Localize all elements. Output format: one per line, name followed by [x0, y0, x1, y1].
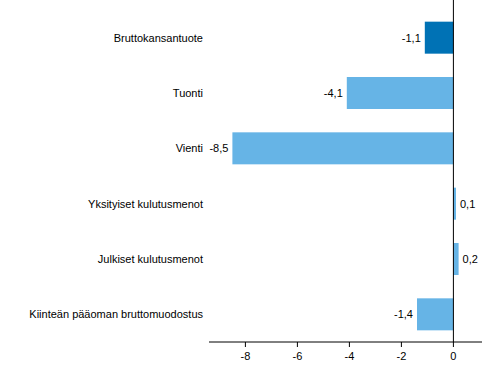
category-label: Vienti [176, 142, 203, 154]
x-tick-label: 0 [450, 350, 456, 362]
chart: -8 -6 -4 -2 0 Bruttokansantuote -1,1 Tuonti -4,1… [0, 0, 491, 378]
category-label: Julkiset kulutusmenot [98, 253, 203, 265]
category-label: Tuonti [173, 87, 203, 99]
category-label: Yksityiset kulutusmenot [88, 198, 203, 210]
data-label: -1,1 [402, 32, 421, 44]
data-label: -8,5 [209, 142, 228, 154]
category-label: Bruttokansantuote [114, 32, 203, 44]
x-tick-label: -6 [293, 350, 303, 362]
data-label: 0,2 [463, 253, 478, 265]
category-label: Kiinteän pääoman bruttomuodostus [29, 308, 203, 320]
x-tick-label: -2 [397, 350, 407, 362]
x-tick-label: -4 [345, 350, 355, 362]
x-tick [245, 342, 246, 347]
x-tick [349, 342, 350, 347]
x-tick [453, 342, 454, 347]
bar [425, 22, 454, 54]
data-label: -1,4 [394, 308, 413, 320]
data-label: 0,1 [460, 198, 475, 210]
data-label: -4,1 [324, 87, 343, 99]
zero-line [453, 0, 454, 342]
x-tick [401, 342, 402, 347]
bar [347, 77, 454, 109]
bar [417, 298, 453, 330]
x-axis-line [209, 342, 482, 343]
bar [232, 132, 453, 164]
x-tick-label: -8 [241, 350, 251, 362]
bar [453, 243, 458, 275]
x-tick [297, 342, 298, 347]
